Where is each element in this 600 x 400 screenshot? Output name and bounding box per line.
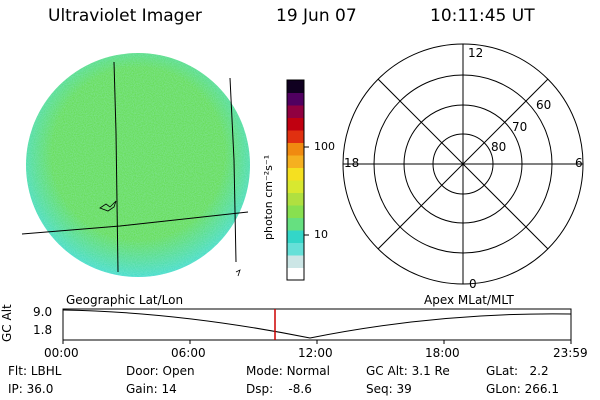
status-gc-alt: GC Alt: 3.1 Re	[366, 364, 450, 378]
colorbar-tick-10: 10	[314, 228, 328, 241]
colorbar-band	[287, 230, 304, 243]
status-flt: Flt: LBHL	[8, 364, 62, 378]
mlt-label-12: 12	[468, 46, 484, 60]
colorbar-band	[287, 117, 304, 131]
status-door: Door: Open	[126, 364, 195, 378]
date-label: 19 Jun 07	[276, 6, 357, 26]
earth-disk	[21, 53, 250, 277]
colorbar-band	[287, 80, 304, 93]
timeline-panel	[62, 308, 572, 344]
colorbar-frame	[286, 79, 305, 281]
colorbar-unit-label: photon cm⁻²s⁻¹	[262, 154, 275, 240]
colorbar	[287, 80, 304, 281]
status-gain: Gain: 14	[126, 382, 177, 396]
instrument-title: Ultraviolet Imager	[48, 6, 202, 26]
mlt-label-18: 18	[344, 156, 360, 170]
lat-label-80: 80	[491, 140, 507, 154]
timeline-x-tick-1800: 18:00	[425, 346, 460, 360]
colorbar-band	[287, 130, 304, 143]
colorbar-band	[287, 217, 304, 231]
colorbar-tick-100: 100	[314, 140, 335, 153]
mlt-label-6: 6	[575, 156, 583, 170]
timeline-x-tick-0000: 00:00	[44, 346, 79, 360]
status-mode: Mode: Normal	[246, 364, 330, 378]
colorbar-band	[287, 180, 304, 193]
polar-plot	[342, 43, 584, 285]
colorbar-band	[287, 155, 304, 168]
lat-label-70: 70	[512, 120, 528, 134]
status-glon: GLon: 266.1	[486, 382, 559, 396]
timeline-x-tick-0600: 06:00	[171, 346, 206, 360]
mlt-label-0: 0	[469, 277, 477, 291]
timeline-y-label: GC Alt	[0, 304, 14, 342]
timeline-left-title: Geographic Lat/Lon	[66, 293, 184, 307]
colorbar-band	[287, 267, 304, 281]
time-label: 10:11:45 UT	[430, 6, 535, 26]
status-seq: Seq: 39	[366, 382, 412, 396]
colorbar-band	[287, 242, 304, 256]
timeline-y-tick-high: 9.0	[33, 305, 53, 319]
timeline-x-tick-2359: 23:59	[553, 346, 588, 360]
colorbar-band	[287, 205, 304, 218]
lat-label-60: 60	[536, 98, 552, 112]
colorbar-band	[287, 92, 304, 106]
status-ip: IP: 36.0	[8, 382, 54, 396]
colorbar-band	[287, 105, 304, 118]
status-glat: GLat: 2.2	[486, 364, 549, 378]
colorbar-band	[287, 167, 304, 181]
status-dsp: Dsp: -8.6	[246, 382, 312, 396]
timeline-right-title: Apex MLat/MLT	[424, 293, 514, 307]
colorbar-band	[287, 255, 304, 268]
timeline-x-tick-1200: 12:00	[298, 346, 333, 360]
colorbar-band	[287, 142, 304, 156]
colorbar-band	[287, 192, 304, 206]
timeline-y-tick-low: 1.8	[33, 323, 53, 337]
